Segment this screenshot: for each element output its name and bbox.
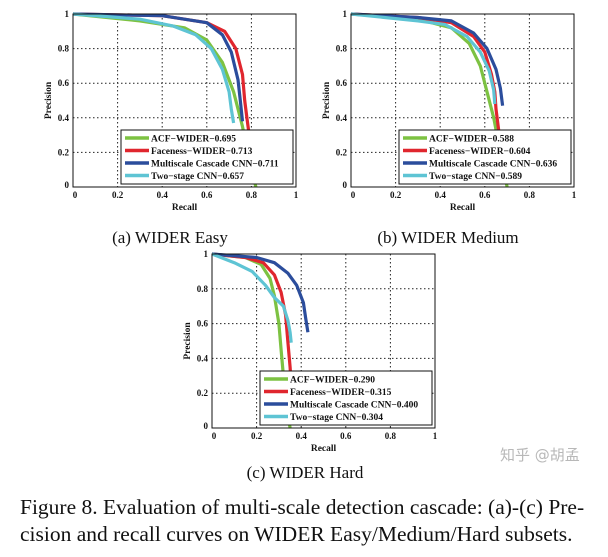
legend-label-2: Multiscale Cascade CNN−0.711: [151, 160, 279, 170]
y-tick-label: 1: [204, 249, 209, 259]
watermark: 知乎 @胡孟: [500, 446, 580, 464]
subcaption-a: (a) WIDER Easy: [112, 228, 228, 247]
y-tick-label: 0.2: [197, 388, 209, 398]
x-tick-label: 1: [433, 431, 438, 441]
y-tick-label: 0.6: [336, 78, 348, 88]
legend-label-1: Faceness−WIDER−0.315: [290, 388, 392, 398]
x-tick-label: 0.6: [201, 190, 213, 200]
x-tick-label: 0.4: [296, 431, 308, 441]
x-tick-label: 0.6: [340, 431, 352, 441]
legend-label-0: ACF−WIDER−0.588: [429, 135, 514, 145]
y-tick-label: 0.2: [58, 147, 70, 157]
x-tick-label: 0.2: [112, 190, 124, 200]
y-tick-label: 0.4: [58, 113, 70, 123]
figure-caption: Figure 8. Evaluation of multi-scale dete…: [20, 494, 600, 548]
y-tick-label: 0.6: [58, 78, 70, 88]
legend-label-3: Two−stage CNN−0.657: [151, 172, 244, 182]
subcaption-b: (b) WIDER Medium: [377, 228, 519, 247]
plot-frame: [72, 13, 297, 188]
x-tick-label: 0.4: [157, 190, 169, 200]
x-tick-label: 0.2: [251, 431, 263, 441]
x-tick-label: 0: [351, 190, 356, 200]
series-line-1: [211, 252, 293, 385]
y-tick-label: 0: [204, 421, 209, 431]
x-axis-label: Recall: [311, 444, 337, 454]
y-tick-label: 0: [65, 180, 70, 190]
plot-frame: [211, 253, 436, 429]
series-line-2: [211, 252, 310, 333]
x-tick-label: 1: [294, 190, 299, 200]
legend-label-3: Two−stage CNN−0.304: [290, 413, 383, 423]
series-line-3: [211, 252, 293, 343]
plot-frame: [350, 13, 575, 188]
y-tick-label: 0.8: [58, 44, 70, 54]
y-tick-label: 1: [343, 9, 348, 19]
legend-box: [120, 129, 294, 185]
x-tick-label: 0.2: [390, 190, 402, 200]
caption-line-2: cision and recall curves on WIDER Easy/M…: [20, 522, 573, 546]
x-tick-label: 0.8: [246, 190, 258, 200]
y-tick-label: 0.8: [336, 44, 348, 54]
x-tick-label: 0.8: [385, 431, 397, 441]
y-axis-label: Precision: [322, 81, 332, 119]
y-axis-label: Precision: [183, 322, 193, 360]
legend-label-1: Faceness−WIDER−0.604: [429, 147, 531, 157]
legend-label-0: ACF−WIDER−0.695: [151, 135, 236, 145]
legend-label-2: Multiscale Cascade CNN−0.400: [290, 401, 418, 411]
y-axis-label: Precision: [44, 81, 54, 119]
y-tick-label: 0: [343, 180, 348, 190]
x-axis-label: Recall: [172, 203, 198, 213]
y-tick-label: 0.6: [197, 319, 209, 329]
legend-label-1: Faceness−WIDER−0.713: [151, 147, 253, 157]
y-tick-label: 1: [65, 9, 70, 19]
series-line-3: [72, 12, 236, 124]
caption-line-1: Figure 8. Evaluation of multi-scale dete…: [20, 495, 585, 519]
x-tick-label: 0: [73, 190, 78, 200]
x-tick-label: 0.8: [524, 190, 536, 200]
series-line-3: [350, 12, 497, 105]
legend-box: [398, 129, 572, 185]
legend-label-0: ACF−WIDER−0.290: [290, 376, 375, 386]
series-line-2: [350, 12, 505, 106]
x-tick-label: 0.4: [435, 190, 447, 200]
legend-label-2: Multiscale Cascade CNN−0.636: [429, 160, 557, 170]
x-axis-label: Recall: [450, 203, 476, 213]
x-tick-label: 1: [572, 190, 577, 200]
x-tick-label: 0: [212, 431, 217, 441]
y-tick-label: 0.4: [197, 353, 209, 363]
y-tick-label: 0.2: [336, 147, 348, 157]
subcaption-c: (c) WIDER Hard: [246, 463, 364, 482]
legend-label-3: Two−stage CNN−0.589: [429, 172, 522, 182]
y-tick-label: 0.8: [197, 284, 209, 294]
x-tick-label: 0.6: [479, 190, 491, 200]
series-line-2: [72, 12, 245, 122]
legend-box: [259, 370, 433, 426]
y-tick-label: 0.4: [336, 113, 348, 123]
